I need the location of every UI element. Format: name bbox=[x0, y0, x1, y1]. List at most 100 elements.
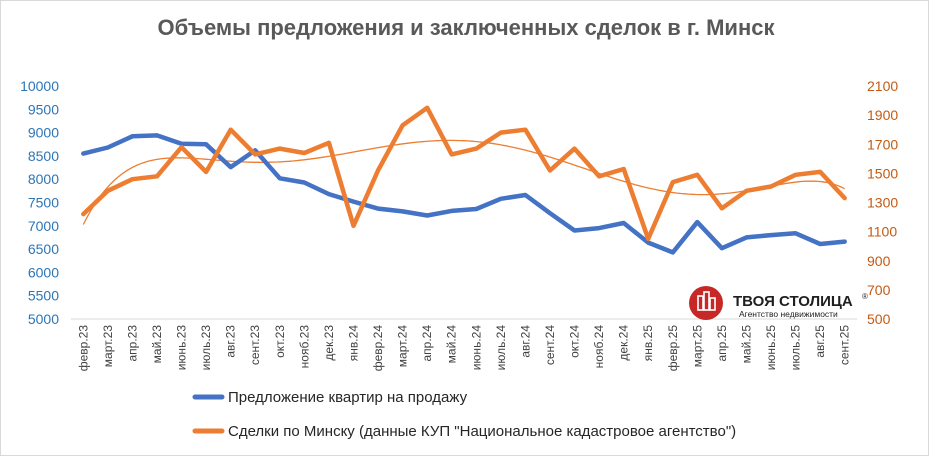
deals-series-line bbox=[81, 105, 847, 242]
deals-point bbox=[720, 206, 724, 210]
deals-point bbox=[523, 128, 527, 132]
right-tick-label: 700 bbox=[867, 282, 891, 298]
x-tick-label: сент.24 bbox=[543, 325, 557, 365]
series-layer bbox=[81, 105, 847, 255]
brand-logo: ТВОЯ СТОЛИЦА ® Агентство недвижимости bbox=[689, 286, 868, 320]
x-tick-label: нояб.23 bbox=[297, 325, 311, 369]
x-tick-label: дек.23 bbox=[322, 325, 336, 361]
x-tick-label: май.25 bbox=[739, 325, 753, 364]
deals-point bbox=[302, 151, 306, 155]
legend-label-deals: Сделки по Минску (данные КУП "Национальн… bbox=[228, 423, 736, 440]
supply-point bbox=[352, 200, 355, 204]
right-tick-label: 900 bbox=[867, 253, 891, 269]
logo-circle bbox=[689, 286, 723, 320]
x-tick-label: апр.24 bbox=[420, 325, 434, 362]
supply-point bbox=[302, 181, 306, 184]
x-tick-label: июль.24 bbox=[494, 325, 508, 371]
right-tick-label: 2100 bbox=[867, 78, 898, 94]
deals-point bbox=[352, 224, 355, 228]
supply-point bbox=[204, 142, 208, 146]
deals-point bbox=[376, 169, 380, 172]
supply-point bbox=[843, 240, 847, 244]
deals-point bbox=[745, 189, 748, 193]
left-tick-label: 5500 bbox=[28, 288, 59, 304]
logo-name: ТВОЯ СТОЛИЦА bbox=[733, 293, 853, 310]
x-tick-label: авг.25 bbox=[813, 325, 827, 358]
left-axis: 5000 5500 6000 6500 7000 7500 8000 8500 9000 9500… bbox=[20, 78, 59, 327]
supply-point bbox=[155, 133, 159, 137]
deals-point bbox=[229, 128, 233, 132]
deals-point bbox=[327, 141, 331, 145]
supply-point bbox=[695, 220, 699, 224]
x-tick-label: июль.23 bbox=[199, 325, 213, 371]
x-tick-label: дек.24 bbox=[617, 325, 631, 361]
left-tick-label: 9500 bbox=[28, 101, 59, 117]
deals-point bbox=[278, 147, 282, 151]
deals-point bbox=[81, 212, 85, 216]
x-tick-label: июнь.24 bbox=[469, 325, 483, 371]
deals-point bbox=[425, 106, 429, 110]
legend-label-supply: Предложение квартир на продажу bbox=[228, 389, 468, 406]
deals-point bbox=[204, 170, 208, 174]
x-tick-label: февр.24 bbox=[371, 325, 385, 372]
x-axis: февр.23 март.23 апр.23 май.23 июнь.23 июль.23… bbox=[71, 318, 857, 372]
deals-point bbox=[130, 177, 134, 181]
supply-point bbox=[376, 207, 380, 211]
right-tick-label: 1100 bbox=[867, 224, 897, 240]
deals-trendline bbox=[82, 139, 845, 225]
supply-point bbox=[327, 192, 331, 196]
right-tick-label: 1700 bbox=[867, 136, 898, 152]
supply-point bbox=[81, 152, 85, 156]
x-tick-label: февр.25 bbox=[666, 325, 680, 372]
x-tick-label: март.25 bbox=[690, 325, 704, 368]
supply-point bbox=[106, 146, 110, 149]
supply-point bbox=[745, 235, 748, 239]
deals-point bbox=[573, 147, 576, 151]
supply-point bbox=[671, 250, 675, 254]
x-tick-label: сент.25 bbox=[838, 325, 852, 365]
trendline-layer bbox=[82, 139, 845, 225]
right-tick-label: 1500 bbox=[867, 165, 898, 181]
supply-point bbox=[597, 226, 601, 230]
supply-series-line bbox=[81, 133, 847, 255]
deals-point bbox=[769, 185, 773, 188]
left-tick-label: 9000 bbox=[28, 125, 59, 141]
supply-point bbox=[548, 211, 552, 215]
supply-point bbox=[646, 241, 650, 245]
supply-point bbox=[720, 246, 724, 250]
deals-point bbox=[253, 152, 257, 156]
x-tick-label: июнь.25 bbox=[764, 325, 778, 371]
right-axis: 500 700 900 1100 1300 1500 1700 1900 2100 bbox=[867, 78, 898, 327]
deals-point bbox=[450, 152, 454, 156]
x-tick-label: июль.25 bbox=[789, 325, 803, 371]
x-tick-label: янв.24 bbox=[346, 325, 360, 362]
supply-point bbox=[818, 242, 822, 246]
deals-point bbox=[106, 189, 110, 193]
x-tick-label: янв.25 bbox=[641, 325, 655, 362]
left-tick-label: 8000 bbox=[28, 171, 59, 187]
supply-point bbox=[622, 221, 626, 225]
x-tick-label: июнь.23 bbox=[175, 325, 189, 371]
left-tick-label: 6000 bbox=[28, 264, 59, 280]
deals-point bbox=[622, 167, 626, 171]
left-tick-label: 7500 bbox=[28, 195, 59, 211]
x-tick-label: апр.25 bbox=[715, 325, 729, 362]
x-tick-label: март.24 bbox=[396, 325, 410, 368]
deals-point bbox=[180, 145, 183, 149]
x-tick-label: окт.23 bbox=[273, 325, 287, 358]
x-tick-label: нояб.24 bbox=[592, 325, 606, 369]
supply-point bbox=[450, 209, 454, 213]
deals-point bbox=[474, 147, 478, 151]
deals-point bbox=[843, 196, 847, 200]
supply-point bbox=[401, 209, 405, 213]
left-tick-label: 10000 bbox=[20, 78, 59, 94]
right-tick-label: 1900 bbox=[867, 107, 898, 123]
right-tick-label: 1300 bbox=[867, 195, 898, 211]
logo-building-icon bbox=[697, 291, 716, 311]
supply-point bbox=[425, 214, 429, 217]
supply-point bbox=[474, 207, 478, 211]
supply-point bbox=[794, 231, 798, 235]
x-tick-label: март.23 bbox=[101, 325, 115, 368]
